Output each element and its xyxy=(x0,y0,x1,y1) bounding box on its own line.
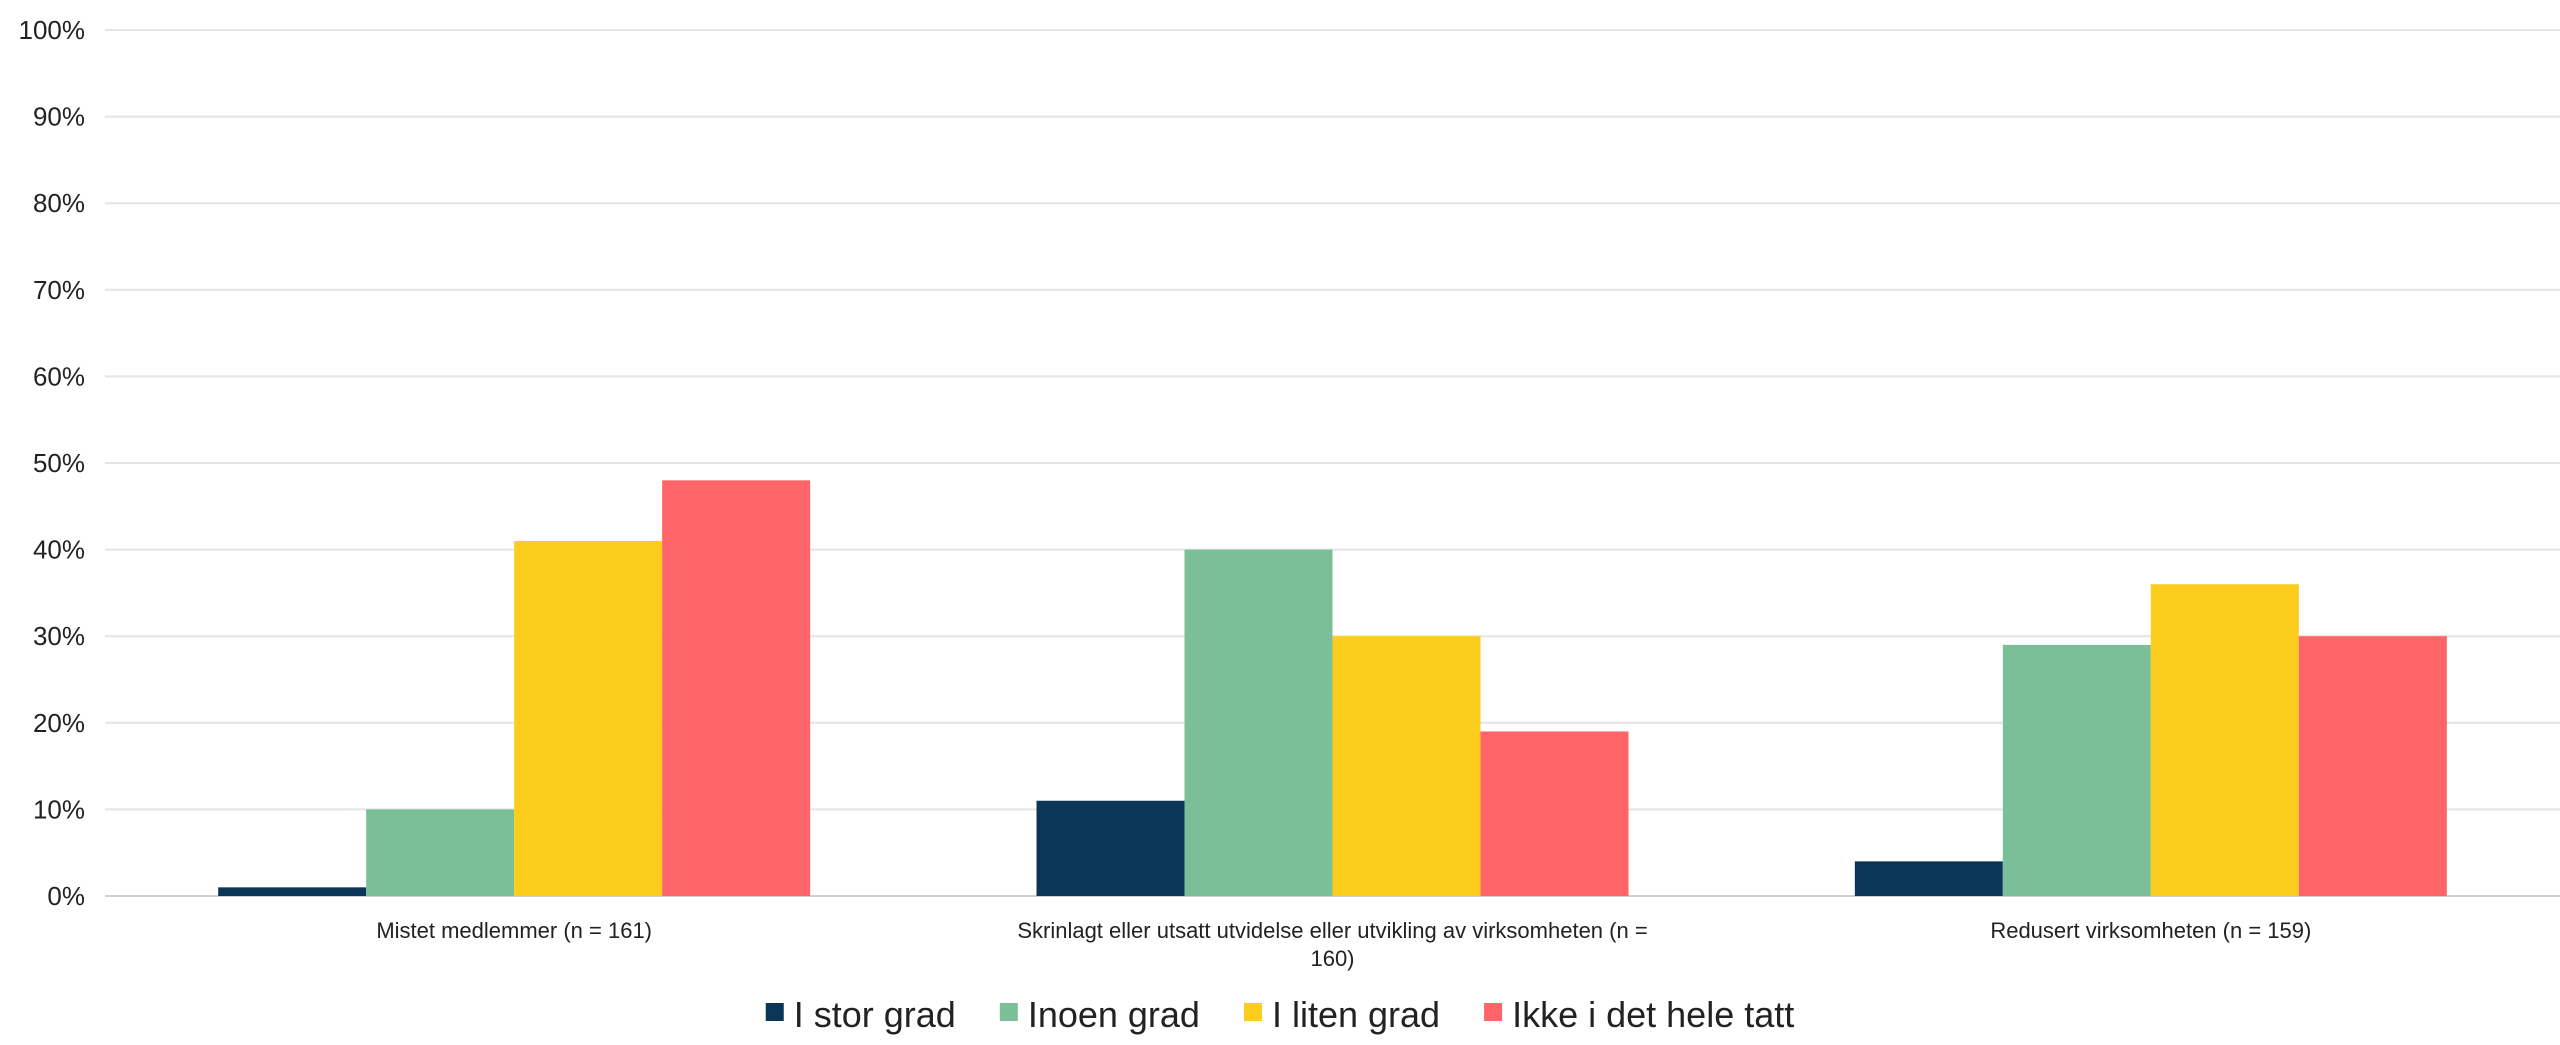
legend-swatch xyxy=(999,1003,1018,1021)
y-axis-tick-labels: 0% 10% 20% 30% 40% 50% 60% 70% 80% 90% 100% xyxy=(19,15,86,911)
legend-label: Ikke i det hele tatt xyxy=(1512,994,1794,1035)
category-label: Skrinlagt eller utsatt utvidelse eller u… xyxy=(1017,918,1647,943)
y-tick-label: 80% xyxy=(33,188,85,218)
bar xyxy=(1332,636,1481,896)
y-tick-label: 10% xyxy=(33,794,85,824)
legend: I stor grad Inoen grad I liten grad Ikke i … xyxy=(765,994,1794,1035)
bar xyxy=(1480,731,1629,896)
y-tick-label: 90% xyxy=(33,102,85,132)
y-tick-label: 100% xyxy=(19,15,86,45)
bar xyxy=(2150,584,2299,896)
bars xyxy=(218,480,2447,896)
y-tick-label: 30% xyxy=(33,621,85,651)
legend-swatch xyxy=(1484,1003,1503,1021)
bar xyxy=(2298,636,2447,896)
category-label: Mistet medlemmer (n = 161) xyxy=(376,918,652,943)
y-tick-label: 60% xyxy=(33,361,85,391)
legend-label: I stor grad xyxy=(794,994,956,1035)
y-tick-label: 20% xyxy=(33,708,85,738)
bar xyxy=(514,540,663,896)
category-label: 160) xyxy=(1310,946,1354,971)
bar xyxy=(1854,861,2003,896)
y-tick-label: 40% xyxy=(33,535,85,565)
bar xyxy=(366,809,515,896)
category-labels: Mistet medlemmer (n = 161) Skrinlagt elle… xyxy=(376,918,2311,971)
bar xyxy=(218,887,367,896)
legend-swatch xyxy=(1243,1003,1262,1021)
category-label: Redusert virksomheten (n = 159) xyxy=(1990,918,2311,943)
legend-swatch xyxy=(765,1003,784,1021)
y-tick-label: 50% xyxy=(33,448,85,478)
legend-label: Inoen grad xyxy=(1028,994,1200,1035)
y-tick-label: 0% xyxy=(47,881,85,911)
bar xyxy=(1184,549,1333,896)
legend-label: I liten grad xyxy=(1272,994,1440,1035)
bar xyxy=(1036,800,1185,896)
bar xyxy=(662,480,811,896)
bar xyxy=(2002,644,2151,896)
y-tick-label: 70% xyxy=(33,275,85,305)
